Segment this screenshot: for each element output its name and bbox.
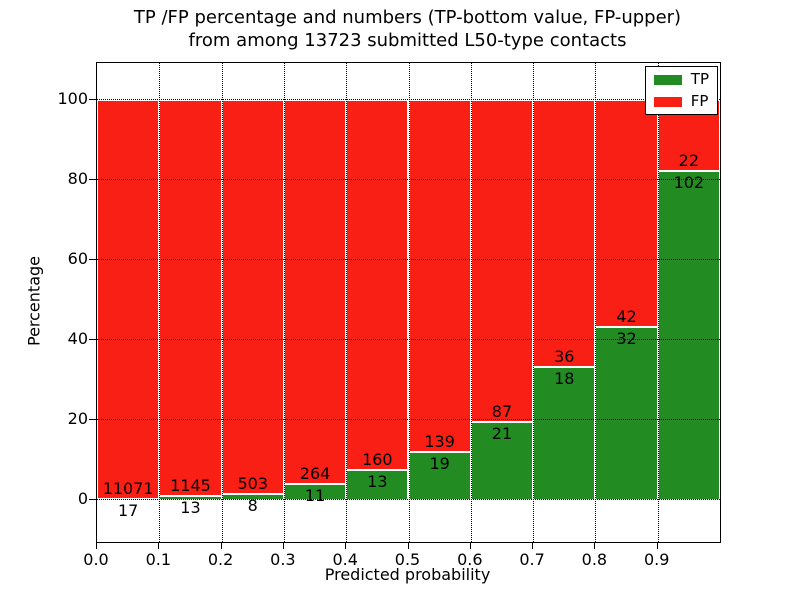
tp-count-label: 13 [367, 471, 388, 491]
gridline-vertical [221, 63, 223, 542]
x-tick [656, 543, 658, 549]
chart-title: TP /FP percentage and numbers (TP-bottom… [96, 6, 719, 52]
x-tick [532, 543, 534, 549]
legend-label-tp: TP [690, 70, 709, 88]
tp-count-label: 11 [304, 486, 326, 505]
x-tick-label: 0.8 [581, 550, 608, 569]
y-tick [89, 99, 96, 100]
tp-count-label: 102 [673, 172, 705, 192]
tp-bar-segment [595, 327, 658, 500]
legend-row-tp: TP [653, 70, 709, 88]
gridline-horizontal [97, 259, 720, 260]
tp-count-label: 19 [429, 453, 450, 473]
x-tick [282, 543, 284, 549]
x-tick-label: 0.1 [145, 550, 172, 569]
fp-bar-segment [470, 100, 534, 423]
tp-bar-segment [533, 366, 596, 500]
x-axis-label: Predicted probability [324, 565, 491, 584]
fp-bar-segment [346, 100, 409, 470]
chart-title-line1: TP /FP percentage and numbers (TP-bottom… [133, 7, 682, 28]
fp-bar-segment [159, 100, 222, 496]
gridline-vertical [595, 63, 597, 542]
gridline-horizontal [97, 419, 720, 420]
y-tick-label: 20 [67, 409, 88, 428]
x-tick-label: 0.3 [270, 550, 296, 569]
fp-bar-segment [408, 100, 471, 452]
tp-legend-swatch-icon [653, 74, 682, 85]
y-tick [89, 339, 96, 340]
y-tick [89, 499, 96, 500]
x-tick [158, 543, 160, 549]
tp-count-label: 21 [491, 424, 513, 444]
gridline-horizontal [97, 99, 720, 100]
tp-count-label: 8 [247, 495, 258, 515]
fp-bar-segment [97, 100, 160, 500]
gridline-horizontal [97, 339, 720, 340]
gridline-horizontal [97, 179, 720, 180]
tp-count-label: 17 [117, 501, 139, 521]
gridline-vertical [470, 63, 472, 542]
fp-count-label: 139 [424, 431, 455, 451]
x-tick [220, 543, 222, 549]
gridline-vertical [657, 63, 659, 542]
fp-bar-segment [283, 100, 347, 484]
fp-count-label: 11071 [102, 479, 154, 499]
x-tick-label: 0.9 [643, 550, 670, 569]
x-tick-label: 0.4 [332, 550, 358, 569]
gridline-vertical [408, 63, 410, 542]
fp-count-label: 22 [678, 150, 700, 170]
gridline-horizontal [97, 499, 720, 500]
fp-count-label: 1145 [170, 475, 211, 495]
x-tick-label: 0.2 [207, 550, 234, 569]
y-tick-label: 60 [67, 249, 88, 268]
fp-bar-segment [595, 100, 658, 328]
x-tick [594, 543, 596, 549]
y-tick-label: 80 [67, 169, 88, 188]
fp-count-label: 503 [237, 473, 269, 493]
y-tick-label: 100 [57, 89, 88, 108]
fp-legend-swatch-icon [653, 96, 682, 107]
y-tick-label: 0 [77, 489, 88, 508]
x-tick [407, 543, 409, 549]
tp-count-label: 13 [180, 497, 201, 517]
chart-title-line2: from among 13723 submitted L50-type cont… [188, 30, 627, 51]
x-tick [345, 543, 347, 549]
fp-bar-segment [533, 100, 596, 367]
tp-count-label: 32 [616, 329, 637, 349]
x-tick [469, 543, 471, 549]
fp-count-label: 42 [616, 307, 637, 327]
gridline-vertical [346, 63, 348, 542]
gridline-vertical [159, 63, 161, 542]
x-tick-label: 0.0 [83, 550, 109, 569]
tp-bar-segment [657, 170, 720, 500]
plot-area: 11071 17 1145 13 503 8 264 11 160 13 139 19 87 21 36 18… [96, 62, 721, 543]
y-tick [89, 419, 96, 420]
y-tick [89, 179, 96, 180]
fp-count-label: 36 [554, 346, 575, 366]
legend-label-fp: FP [690, 92, 709, 110]
fp-count-label: 87 [491, 402, 513, 422]
gridline-vertical [283, 63, 285, 542]
legend: TP FP [644, 66, 718, 115]
y-tick-label: 40 [67, 329, 88, 348]
x-tick-label: 0.6 [457, 550, 483, 569]
tp-count-label: 18 [554, 368, 575, 388]
gridline-vertical [533, 63, 535, 542]
y-tick [89, 259, 96, 260]
x-tick-label: 0.5 [394, 550, 421, 569]
legend-row-fp: FP [653, 92, 709, 110]
fp-bar-segment [221, 100, 284, 494]
x-tick-label: 0.7 [519, 550, 545, 569]
fp-count-label: 160 [362, 449, 393, 469]
fp-count-label: 264 [299, 464, 331, 483]
x-tick [96, 543, 97, 549]
